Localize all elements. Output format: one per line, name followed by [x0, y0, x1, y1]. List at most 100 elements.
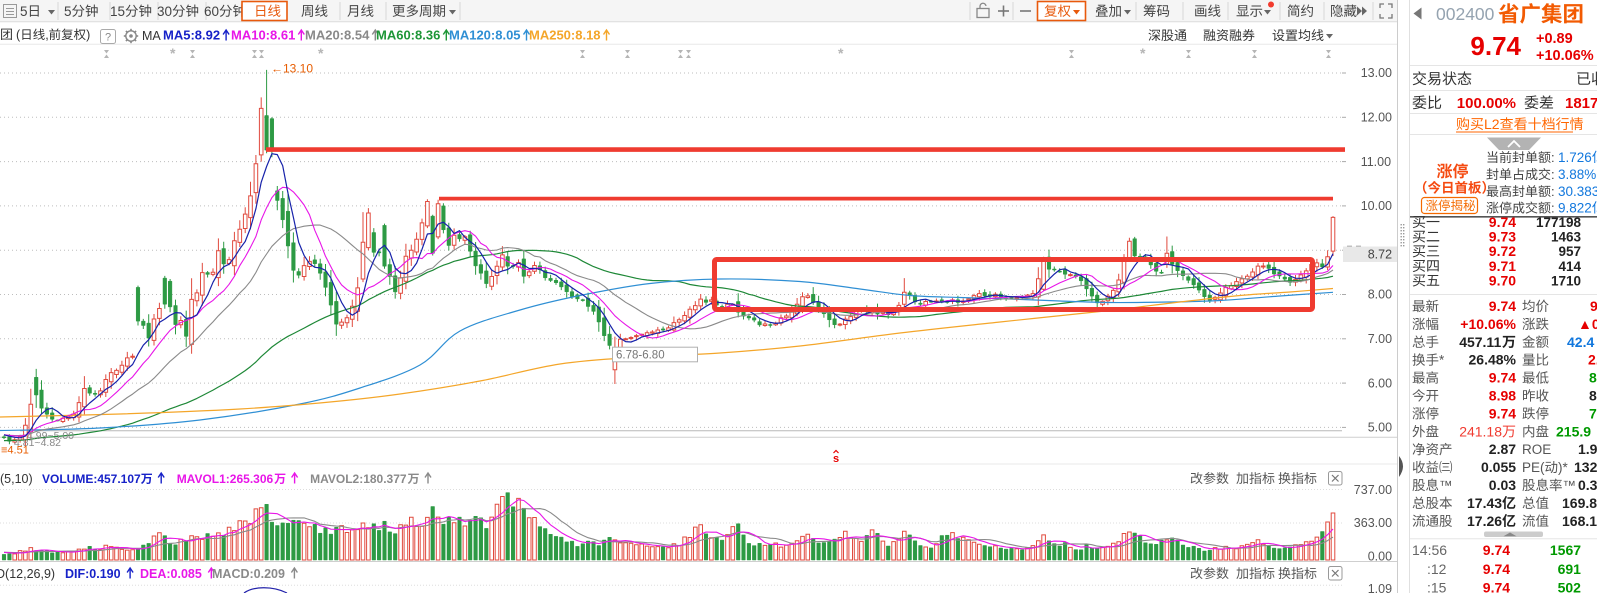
svg-text:169.8: 169.8: [1562, 495, 1597, 511]
svg-text:2.87: 2.87: [1489, 441, 1516, 457]
svg-text:L2: L2: [1484, 116, 1500, 132]
svg-text:™: ™: [1563, 478, 1577, 493]
svg-text:™: ™: [1439, 478, 1453, 493]
svg-text:17.26: 17.26: [1467, 513, 1502, 529]
svg-text:MA60:8.36: MA60:8.36: [376, 28, 440, 43]
svg-text:9.70: 9.70: [1489, 272, 1516, 288]
svg-text:DEA:0.085: DEA:0.085: [140, 567, 202, 581]
svg-text:6.00: 6.00: [1368, 376, 1392, 390]
svg-text:MAVOL2:180.377: MAVOL2:180.377: [310, 472, 407, 486]
svg-text:4.99~5.00: 4.99~5.00: [27, 430, 74, 442]
svg-text:5: 5: [20, 4, 28, 19]
svg-text:3.88%: 3.88%: [1558, 167, 1596, 182]
svg-text:002400: 002400: [1436, 4, 1495, 24]
svg-text:): ): [86, 28, 90, 42]
svg-text:6.78-6.80: 6.78-6.80: [616, 350, 665, 362]
svg-text:691: 691: [1558, 561, 1582, 577]
svg-text:502: 502: [1558, 580, 1582, 593]
svg-text::: :: [1551, 150, 1555, 165]
svg-text:215.9: 215.9: [1556, 423, 1591, 439]
svg-text:241.18: 241.18: [1459, 423, 1502, 439]
svg-text:VOLUME:457.107: VOLUME:457.107: [42, 472, 141, 486]
svg-text:+10.06%: +10.06%: [1460, 316, 1516, 332]
svg-text:9.822: 9.822: [1558, 201, 1592, 216]
svg-text:0.3: 0.3: [1578, 477, 1597, 493]
svg-text:17.43: 17.43: [1467, 495, 1502, 511]
svg-text:9.74: 9.74: [1489, 214, 1516, 230]
svg-text:1.726: 1.726: [1558, 150, 1592, 165]
svg-text:←13.10: ←13.10: [271, 62, 313, 76]
svg-text:13.00: 13.00: [1361, 66, 1392, 80]
svg-text:DIF:0.190: DIF:0.190: [65, 567, 121, 581]
svg-text:9.73: 9.73: [1489, 229, 1516, 245]
svg-text:*: *: [318, 45, 324, 61]
svg-text::: :: [1551, 167, 1555, 182]
svg-text:414: 414: [1559, 259, 1582, 274]
svg-text:30: 30: [157, 4, 172, 19]
svg-text:7.: 7.: [1589, 405, 1597, 421]
svg-text:▲0.: ▲0.: [1578, 316, 1597, 332]
svg-text:≡4.51: ≡4.51: [1, 445, 29, 457]
svg-text:MA120:8.05: MA120:8.05: [449, 28, 521, 43]
svg-text:8.: 8.: [1589, 388, 1597, 404]
svg-text:14:56: 14:56: [1412, 542, 1447, 558]
svg-text:60: 60: [204, 4, 219, 19]
svg-text:7.00: 7.00: [1368, 332, 1392, 346]
svg-text:+0.89: +0.89: [1536, 31, 1573, 47]
svg-text:8.: 8.: [1589, 370, 1597, 386]
svg-text:5.00: 5.00: [1368, 421, 1392, 435]
svg-text:9.74: 9.74: [1489, 405, 1516, 421]
svg-text:9.74: 9.74: [1489, 370, 1516, 386]
svg-text:1.9: 1.9: [1578, 441, 1597, 457]
svg-text:+10.06%: +10.06%: [1536, 48, 1594, 64]
svg-text:363.00: 363.00: [1354, 516, 1392, 530]
svg-text:0.00: 0.00: [1368, 550, 1392, 564]
svg-text:)*: )*: [1558, 460, 1568, 475]
svg-text:10.00: 10.00: [1361, 199, 1392, 213]
svg-text:30.383: 30.383: [1558, 184, 1597, 199]
svg-text:957: 957: [1559, 244, 1582, 259]
svg-text:9.71: 9.71: [1489, 258, 1516, 274]
svg-text:*: *: [1439, 353, 1445, 368]
svg-text:D(12,26,9): D(12,26,9): [0, 567, 55, 581]
svg-text:100.00%: 100.00%: [1457, 95, 1516, 112]
svg-text:MAVOL1:265.306: MAVOL1:265.306: [177, 472, 274, 486]
svg-text:9.74: 9.74: [1483, 580, 1510, 593]
svg-text:ROE: ROE: [1522, 442, 1551, 457]
svg-text:9.74: 9.74: [1489, 298, 1516, 314]
svg-text:737.00: 737.00: [1354, 483, 1392, 497]
svg-text:5: 5: [64, 4, 72, 19]
svg-text:15: 15: [110, 4, 125, 19]
svg-text::: :: [1551, 201, 1555, 216]
svg-text:8.00: 8.00: [1368, 288, 1392, 302]
svg-text:0.055: 0.055: [1481, 459, 1516, 475]
svg-text:(: (: [16, 28, 21, 42]
svg-text:,: ,: [45, 28, 48, 42]
svg-text:1710: 1710: [1551, 273, 1581, 288]
svg-text:12.00: 12.00: [1361, 111, 1392, 125]
svg-text::15: :15: [1427, 580, 1447, 593]
svg-text:9.72: 9.72: [1489, 243, 1516, 259]
svg-text:*: *: [838, 45, 844, 61]
svg-text:8.98: 8.98: [1489, 388, 1516, 404]
svg-text:9.74: 9.74: [1483, 561, 1510, 577]
svg-text:*: *: [170, 45, 176, 61]
svg-text:26.48%: 26.48%: [1469, 352, 1517, 368]
svg-text:MACD:0.209: MACD:0.209: [212, 567, 285, 581]
svg-text:MA10:8.61: MA10:8.61: [231, 28, 295, 43]
svg-text:PE(: PE(: [1522, 460, 1545, 475]
svg-text:?: ?: [105, 32, 111, 44]
svg-text:MA5:8.92: MA5:8.92: [163, 28, 220, 43]
svg-text:0.03: 0.03: [1489, 477, 1516, 493]
svg-text:9.74: 9.74: [1470, 31, 1521, 61]
svg-text:4.81~4.82: 4.81~4.82: [14, 437, 61, 449]
svg-text:132: 132: [1574, 459, 1597, 475]
svg-text:*: *: [1140, 45, 1146, 61]
svg-text:1463: 1463: [1551, 230, 1582, 245]
svg-text:MA250:8.18: MA250:8.18: [529, 28, 601, 43]
svg-text:s: s: [833, 453, 839, 465]
svg-text:18179: 18179: [1565, 95, 1597, 112]
svg-text::12: :12: [1427, 561, 1447, 577]
svg-text:177198: 177198: [1536, 215, 1582, 230]
svg-text:MA: MA: [142, 29, 161, 43]
